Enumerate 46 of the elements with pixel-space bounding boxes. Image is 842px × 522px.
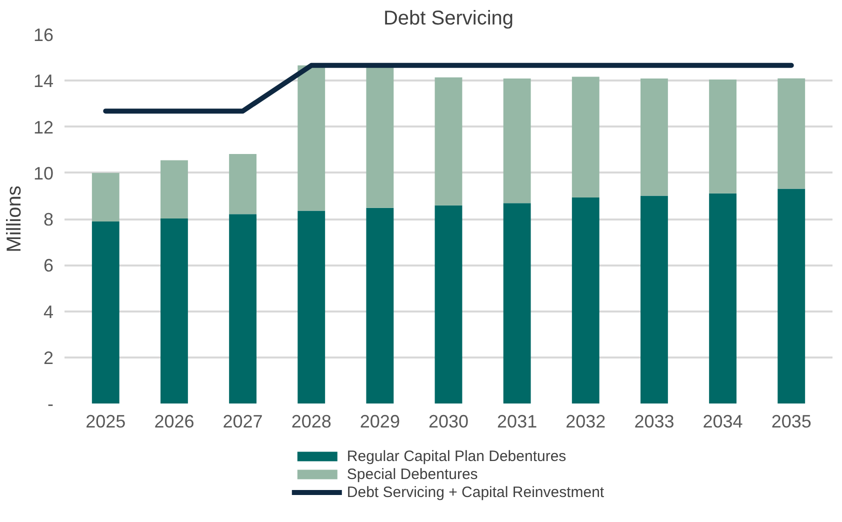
x-tick-label: 2025 xyxy=(86,412,126,432)
bar xyxy=(709,79,736,194)
x-tick-label: 2026 xyxy=(154,412,194,432)
x-tick-label: 2030 xyxy=(428,412,469,432)
x-tick-label: 2032 xyxy=(566,412,606,432)
bar xyxy=(640,196,668,404)
bar xyxy=(160,218,188,404)
bar xyxy=(503,78,531,204)
y-tick-label: 2 xyxy=(43,348,54,368)
y-tick-label: - xyxy=(48,394,54,414)
y-axis-title: Millions xyxy=(3,186,26,252)
x-tick-label: 2034 xyxy=(702,412,743,432)
bar xyxy=(640,78,668,196)
y-tick-label: 8 xyxy=(43,210,54,230)
bar xyxy=(160,160,188,219)
y-tick-label: 10 xyxy=(33,163,54,184)
y-tick-label: 14 xyxy=(33,71,54,92)
y-tick-label: 4 xyxy=(43,302,54,322)
x-tick-label: 2029 xyxy=(360,412,400,432)
bar xyxy=(572,76,600,198)
y-tick-label: 6 xyxy=(43,256,54,276)
bar xyxy=(298,210,326,404)
x-tick-label: 2028 xyxy=(291,412,332,432)
x-tick-label: 2031 xyxy=(497,412,538,432)
bar xyxy=(709,193,736,404)
bar xyxy=(229,154,256,214)
bar xyxy=(778,78,806,189)
bar xyxy=(366,208,394,404)
bar xyxy=(434,77,462,206)
x-tick-label: 2035 xyxy=(771,412,812,432)
legend-label: Regular Capital Plan Debentures xyxy=(346,447,566,465)
x-tick-label: 2027 xyxy=(222,412,263,432)
y-tick-label: 16 xyxy=(33,25,54,45)
bar xyxy=(503,203,531,404)
bar xyxy=(434,205,462,404)
x-tick-label: 2033 xyxy=(634,412,674,432)
bar xyxy=(778,188,806,404)
bar xyxy=(229,214,256,404)
legend-label: Special Debentures xyxy=(346,465,478,483)
bar xyxy=(92,172,120,222)
bar xyxy=(92,222,120,404)
bar xyxy=(298,65,326,211)
bar xyxy=(572,198,600,404)
chart-title: Debt Servicing xyxy=(383,8,514,30)
legend-label: Debt Servicing + Capital Reinvestment xyxy=(346,483,604,501)
y-tick-label: 12 xyxy=(33,117,54,138)
